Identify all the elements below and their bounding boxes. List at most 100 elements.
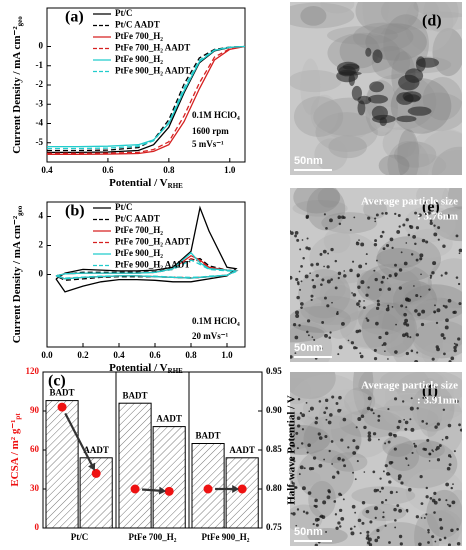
- particle: [420, 502, 424, 506]
- particle: [427, 528, 430, 532]
- particle: [389, 490, 394, 495]
- particle: [410, 253, 414, 256]
- particle: [367, 216, 371, 220]
- texture: [418, 130, 462, 175]
- particle: [388, 274, 392, 278]
- particle: [335, 312, 339, 316]
- particle: [323, 458, 326, 461]
- particle: [444, 305, 448, 309]
- particle: [384, 350, 386, 353]
- particle: [327, 252, 330, 255]
- texture: [381, 238, 421, 273]
- texture: [290, 504, 323, 533]
- particle: [365, 253, 368, 256]
- particle: [381, 344, 384, 347]
- particle: [356, 275, 360, 278]
- particle: [343, 464, 347, 468]
- panel-label: (e): [422, 199, 440, 216]
- annotation: 0.1M HClO₄: [192, 316, 240, 326]
- texture: [306, 188, 346, 231]
- particle: [429, 219, 433, 223]
- particle: [428, 460, 431, 462]
- particle: [437, 226, 441, 230]
- particle: [358, 299, 361, 303]
- particle: [365, 262, 368, 265]
- particle: [425, 495, 429, 499]
- particle: [367, 396, 372, 401]
- particle: [296, 508, 300, 511]
- particle: [320, 283, 323, 287]
- particle: [407, 464, 410, 467]
- y-tick-label: -4: [36, 118, 44, 128]
- particle: [337, 472, 340, 475]
- particle: [376, 536, 380, 539]
- texture: [422, 77, 462, 121]
- particle: [343, 274, 347, 278]
- particle: [398, 286, 403, 290]
- particle: [427, 531, 430, 534]
- particle: [315, 416, 319, 420]
- particle: [356, 460, 359, 463]
- particle: [365, 509, 370, 514]
- particle: [445, 435, 449, 440]
- particle: [421, 238, 426, 243]
- particle: [394, 272, 398, 277]
- texture: [365, 47, 372, 57]
- data-line: [55, 205, 238, 293]
- particle: [380, 280, 384, 284]
- texture: [365, 267, 422, 309]
- particle: [452, 483, 454, 485]
- panel-label: (b): [65, 203, 85, 220]
- y-axis-label: Current Density / mA cm⁻²geo: [11, 205, 24, 343]
- particle: [363, 300, 365, 302]
- x-axis-label: Potential / VRHE: [109, 362, 183, 375]
- particle: [374, 277, 378, 282]
- texture: [382, 127, 417, 160]
- particle: [442, 336, 446, 340]
- particle: [300, 306, 303, 309]
- particle: [372, 412, 375, 415]
- particle: [400, 251, 403, 254]
- texture: [303, 396, 335, 422]
- texture: [310, 94, 339, 133]
- texture: [303, 415, 362, 464]
- y-axis-label-text: ECSA / m² g⁻¹: [9, 420, 21, 487]
- particle: [313, 338, 316, 342]
- particle: [396, 425, 400, 430]
- particle: [422, 396, 425, 399]
- particle: [314, 420, 318, 425]
- particle: [313, 504, 316, 508]
- particle: [290, 512, 293, 515]
- particle: [393, 447, 397, 451]
- texture: [362, 2, 389, 36]
- annotation: 0.1M HClO₄: [192, 110, 240, 120]
- arrow-head: [88, 462, 96, 471]
- particle: [434, 540, 437, 543]
- particle: [359, 352, 362, 355]
- particle: [357, 518, 362, 523]
- particle: [427, 211, 431, 215]
- arrow-head: [232, 485, 240, 493]
- y-axis-label-text: Current Density / mA cm⁻²: [11, 26, 23, 154]
- x-tick-label: 1.0: [221, 350, 233, 360]
- particle: [330, 440, 334, 443]
- x-axis-label-text: Potential / V: [109, 362, 168, 374]
- x-tick-label: 0.4: [113, 350, 125, 360]
- particle: [413, 285, 415, 287]
- texture: [314, 138, 348, 171]
- particle: [428, 452, 432, 456]
- texture: [448, 188, 462, 210]
- particle: [427, 541, 430, 544]
- texture: [311, 276, 346, 303]
- texture: [313, 97, 386, 137]
- particle: [307, 334, 310, 337]
- texture: [292, 199, 348, 217]
- particle: [310, 263, 314, 267]
- x-tick-label: 0.8: [185, 350, 197, 360]
- particle: [385, 307, 390, 312]
- particle: [305, 215, 309, 219]
- particle: [445, 499, 448, 502]
- particle: [436, 422, 440, 426]
- particle: [307, 491, 312, 495]
